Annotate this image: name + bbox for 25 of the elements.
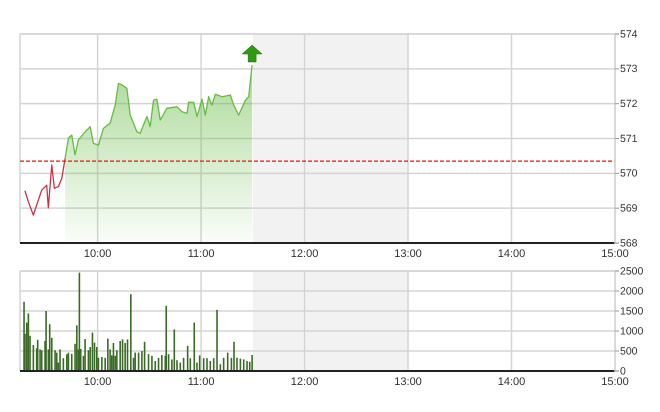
x-tick-label: 13:00	[394, 376, 422, 388]
y-tick-label: 0	[620, 365, 626, 378]
y-tick-label: 2000	[620, 285, 644, 298]
x-tick-label: 13:00	[394, 248, 422, 260]
x-tick-label: 14:00	[498, 376, 526, 388]
x-tick-label: 12:00	[290, 376, 318, 388]
y-tick-label: 1000	[620, 325, 644, 338]
y-tick-label: 568	[620, 237, 638, 250]
y-tick-label: 574	[620, 28, 638, 40]
x-tick-label: 15:00	[601, 248, 629, 260]
y-tick-label: 1500	[620, 305, 644, 318]
x-tick-label: 11:00	[188, 248, 214, 260]
y-tick-label: 570	[620, 168, 638, 180]
y-tick-label: 572	[620, 98, 638, 110]
x-tick-label: 15:00	[601, 376, 629, 388]
y-tick-label: 500	[620, 345, 638, 358]
x-tick-label: 11:00	[188, 376, 214, 388]
x-tick-label: 12:00	[290, 248, 318, 260]
y-tick-label: 2500	[620, 265, 644, 278]
y-tick-label: 569	[620, 202, 638, 215]
x-tick-label: 14:00	[498, 248, 526, 260]
y-tick-label: 573	[620, 63, 638, 76]
x-tick-label: 10:00	[84, 248, 112, 260]
x-tick-label: 10:00	[84, 376, 112, 388]
y-tick-label: 571	[620, 132, 638, 145]
